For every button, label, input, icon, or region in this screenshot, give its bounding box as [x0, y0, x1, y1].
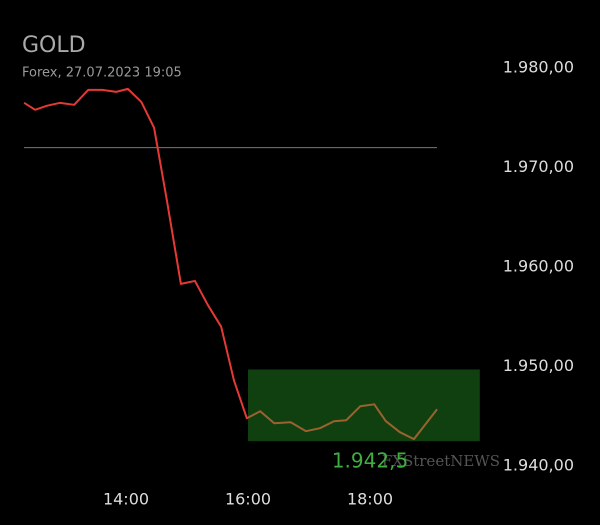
- x-tick-label: 16:00: [225, 490, 271, 509]
- y-tick-label: 1.960,00: [503, 257, 574, 276]
- x-tick-label: 18:00: [347, 490, 393, 509]
- series-line: [23, 87, 438, 441]
- highlight-box: [248, 369, 480, 442]
- chart-subtitle: Forex, 27.07.2023 19:05: [22, 66, 182, 81]
- annotation-label: 1.942,5: [332, 449, 408, 473]
- chart-title: GOLD: [22, 33, 86, 58]
- watermark: FXStreetNEWS: [382, 452, 500, 470]
- x-tick-label: 14:00: [103, 490, 149, 509]
- y-tick-label: 1.950,00: [503, 356, 574, 375]
- y-tick-label: 1.980,00: [503, 58, 574, 77]
- y-tick-label: 1.970,00: [503, 157, 574, 176]
- y-tick-label: 1.940,00: [503, 456, 574, 475]
